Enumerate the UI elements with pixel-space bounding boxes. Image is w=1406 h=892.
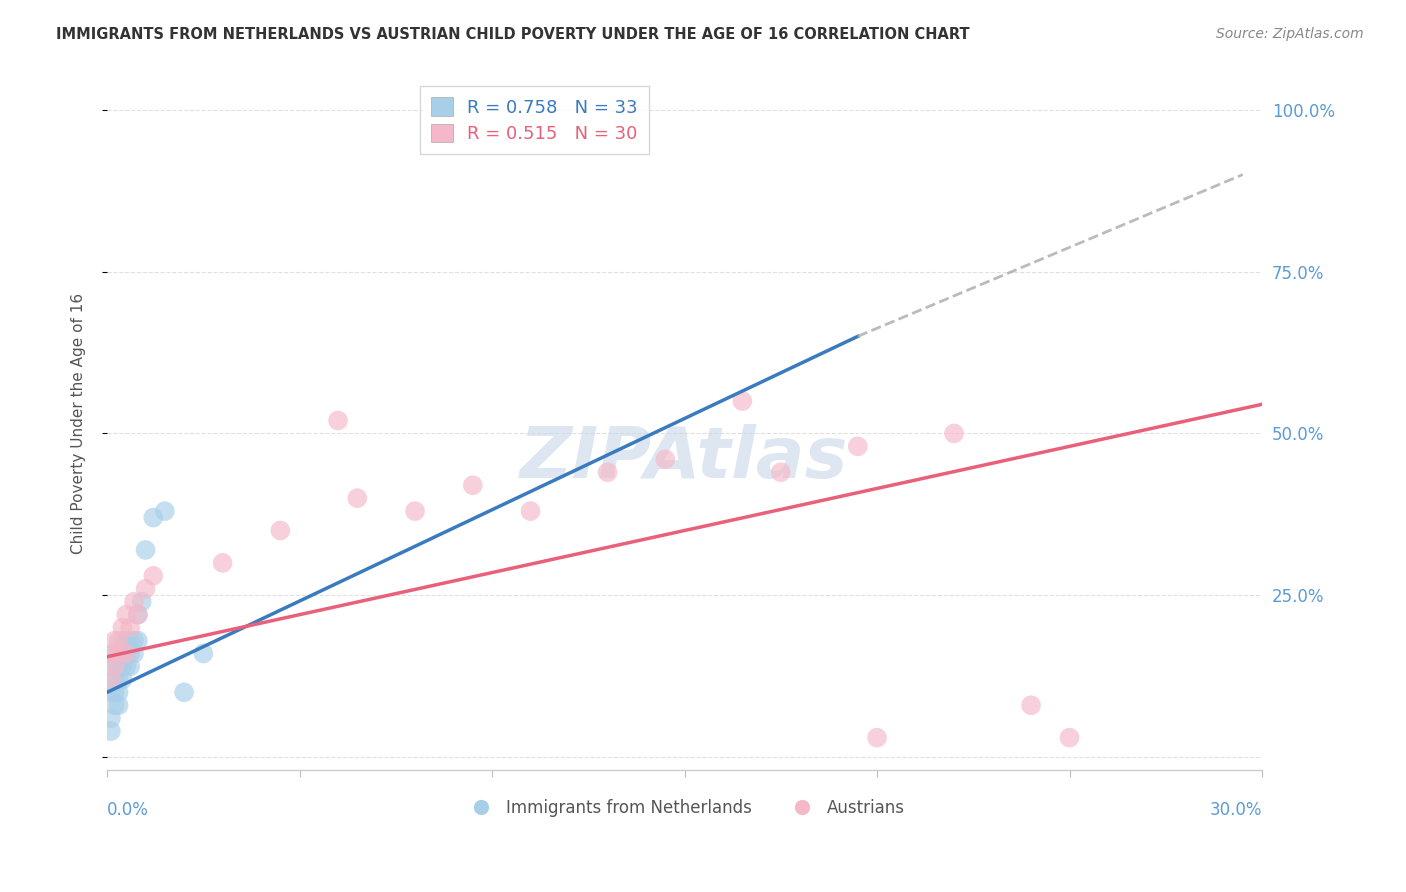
- Point: [269, 524, 291, 538]
- Point: [122, 595, 145, 609]
- Point: [120, 633, 142, 648]
- Point: [107, 647, 129, 661]
- Text: IMMIGRANTS FROM NETHERLANDS VS AUSTRIAN CHILD POVERTY UNDER THE AGE OF 16 CORREL: IMMIGRANTS FROM NETHERLANDS VS AUSTRIAN …: [56, 27, 970, 42]
- Point: [115, 607, 138, 622]
- Point: [104, 673, 127, 687]
- Point: [107, 647, 129, 661]
- Point: [943, 426, 966, 441]
- Point: [111, 659, 134, 673]
- Text: 30.0%: 30.0%: [1209, 800, 1263, 819]
- Point: [866, 731, 889, 745]
- Point: [100, 711, 122, 725]
- Point: [135, 582, 157, 596]
- Point: [115, 647, 138, 661]
- Point: [104, 698, 127, 713]
- Point: [731, 394, 754, 409]
- Text: Source: ZipAtlas.com: Source: ZipAtlas.com: [1216, 27, 1364, 41]
- Point: [769, 465, 792, 479]
- Point: [104, 633, 127, 648]
- Point: [111, 647, 134, 661]
- Point: [127, 607, 149, 622]
- Point: [107, 698, 129, 713]
- Text: 0.0%: 0.0%: [107, 800, 149, 819]
- Point: [115, 647, 138, 661]
- Point: [115, 659, 138, 673]
- Point: [1059, 731, 1081, 745]
- Point: [122, 633, 145, 648]
- Point: [519, 504, 541, 518]
- Point: [404, 504, 426, 518]
- Point: [100, 685, 122, 699]
- Point: [461, 478, 484, 492]
- Point: [326, 413, 349, 427]
- Legend: Immigrants from Netherlands, Austrians: Immigrants from Netherlands, Austrians: [457, 793, 911, 824]
- Point: [107, 659, 129, 673]
- Point: [596, 465, 619, 479]
- Point: [142, 510, 165, 524]
- Point: [1019, 698, 1042, 713]
- Text: ZIPAtlas: ZIPAtlas: [520, 424, 849, 493]
- Point: [142, 569, 165, 583]
- Point: [111, 673, 134, 687]
- Point: [107, 673, 129, 687]
- Point: [120, 621, 142, 635]
- Point: [173, 685, 195, 699]
- Point: [104, 647, 127, 661]
- Point: [100, 647, 122, 661]
- Point: [346, 491, 368, 505]
- Point: [122, 647, 145, 661]
- Point: [211, 556, 233, 570]
- Point: [654, 452, 676, 467]
- Point: [104, 685, 127, 699]
- Point: [100, 724, 122, 739]
- Point: [127, 633, 149, 648]
- Point: [104, 659, 127, 673]
- Point: [131, 595, 153, 609]
- Point: [100, 659, 122, 673]
- Point: [120, 647, 142, 661]
- Point: [115, 633, 138, 648]
- Point: [127, 607, 149, 622]
- Point: [193, 647, 215, 661]
- Point: [107, 685, 129, 699]
- Point: [111, 621, 134, 635]
- Point: [100, 673, 122, 687]
- Point: [135, 543, 157, 558]
- Point: [120, 659, 142, 673]
- Point: [107, 633, 129, 648]
- Point: [111, 633, 134, 648]
- Y-axis label: Child Poverty Under the Age of 16: Child Poverty Under the Age of 16: [72, 293, 86, 554]
- Point: [846, 439, 869, 453]
- Point: [153, 504, 176, 518]
